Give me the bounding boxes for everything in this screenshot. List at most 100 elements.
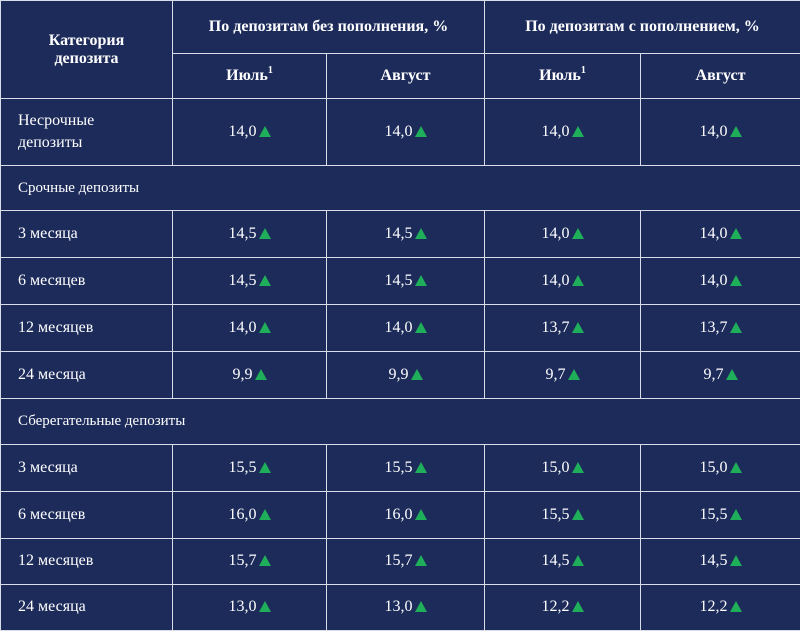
group-header-with-topup: По депозитам с пополнением, % <box>484 0 800 54</box>
col-header-july: Июль1 <box>484 53 641 99</box>
up-arrow-icon <box>258 601 271 613</box>
up-arrow-icon <box>414 275 427 287</box>
rate-cell: 14,0 <box>484 257 641 306</box>
rate-cell: 14,0 <box>172 304 327 353</box>
up-arrow-icon <box>571 228 584 240</box>
rate-cell: 12,2 <box>484 583 641 631</box>
rate-cell: 16,0 <box>172 490 327 539</box>
category-header: Категория депозита <box>0 0 173 99</box>
rate-value: 15,5 <box>228 458 257 476</box>
rate-value: 14,5 <box>228 272 257 290</box>
up-arrow-icon <box>571 508 584 520</box>
up-arrow-icon <box>254 368 267 380</box>
rate-value: 15,5 <box>541 505 570 523</box>
rate-value: 13,0 <box>228 598 257 616</box>
rate-cell: 9,7 <box>484 351 641 399</box>
up-arrow-icon <box>571 322 584 334</box>
up-arrow-icon <box>414 322 427 334</box>
section-label: Срочные депозиты <box>0 165 800 212</box>
rate-value: 12,2 <box>541 598 570 616</box>
rate-cell: 14,0 <box>484 210 641 259</box>
rate-cell: 14,5 <box>326 210 485 259</box>
table-row: 24 месяца 13,0 13,0 12,2 12,2 <box>0 583 800 631</box>
section-label: Сберегательные депозиты <box>0 397 800 445</box>
up-arrow-icon <box>571 555 584 567</box>
table-row: 3 месяца 14,5 14,5 14,0 14,0 <box>0 210 800 259</box>
rate-cell: 15,5 <box>640 490 800 539</box>
table-row: 6 месяцев 14,5 14,5 14,0 14,0 <box>0 257 800 306</box>
row-label: 24 месяца <box>0 583 173 631</box>
rate-value: 9,9 <box>388 365 409 383</box>
rate-cell: 14,0 <box>640 257 800 306</box>
rate-cell: 15,7 <box>172 537 327 585</box>
up-arrow-icon <box>414 555 427 567</box>
rate-value: 14,0 <box>699 123 728 141</box>
up-arrow-icon <box>414 461 427 473</box>
rate-cell: 15,0 <box>484 443 641 492</box>
up-arrow-icon <box>725 368 738 380</box>
table-row: 12 месяцев 15,7 15,7 14,5 14,5 <box>0 537 800 585</box>
rate-cell: 14,5 <box>640 537 800 585</box>
rate-cell: 14,0 <box>484 97 641 167</box>
rate-cell: 14,0 <box>172 97 327 167</box>
up-arrow-icon <box>258 461 271 473</box>
rate-value: 14,0 <box>541 225 570 243</box>
rate-cell: 14,0 <box>326 97 485 167</box>
row-label: 6 месяцев <box>0 257 173 306</box>
rate-value: 15,5 <box>384 458 413 476</box>
rate-value: 9,7 <box>703 365 724 383</box>
rate-value: 14,5 <box>384 225 413 243</box>
rate-value: 13,0 <box>384 598 413 616</box>
rate-cell: 14,5 <box>326 257 485 306</box>
group-header-no-topup: По депозитам без пополнения, % <box>172 0 485 54</box>
table-row: 6 месяцев 16,0 16,0 15,5 15,5 <box>0 490 800 539</box>
rate-value: 13,7 <box>699 319 728 337</box>
rate-cell: 12,2 <box>640 583 800 631</box>
row-label: 12 месяцев <box>0 304 173 353</box>
up-arrow-icon <box>571 461 584 473</box>
up-arrow-icon <box>414 126 427 138</box>
rate-value: 14,0 <box>228 123 257 141</box>
up-arrow-icon <box>258 555 271 567</box>
rate-cell: 13,7 <box>484 304 641 353</box>
rate-cell: 14,5 <box>172 257 327 306</box>
rate-value: 9,9 <box>232 365 253 383</box>
col-header-august: Август <box>326 53 485 99</box>
up-arrow-icon <box>414 508 427 520</box>
row-label: 6 месяцев <box>0 490 173 539</box>
section-row: Срочные депозиты <box>0 165 800 212</box>
up-arrow-icon <box>571 275 584 287</box>
rate-cell: 9,9 <box>172 351 327 399</box>
rate-value: 16,0 <box>228 505 257 523</box>
rate-cell: 9,7 <box>640 351 800 399</box>
row-label: 3 месяца <box>0 443 173 492</box>
up-arrow-icon <box>258 126 271 138</box>
up-arrow-icon <box>571 601 584 613</box>
rate-cell: 14,0 <box>326 304 485 353</box>
rate-cell: 13,0 <box>172 583 327 631</box>
table-row: 24 месяца 9,9 9,9 9,7 9,7 <box>0 351 800 399</box>
rate-cell: 13,7 <box>640 304 800 353</box>
up-arrow-icon <box>729 322 742 334</box>
rate-value: 14,5 <box>699 552 728 570</box>
up-arrow-icon <box>729 601 742 613</box>
up-arrow-icon <box>414 228 427 240</box>
rate-cell: 15,7 <box>326 537 485 585</box>
up-arrow-icon <box>729 228 742 240</box>
rate-value: 14,0 <box>384 123 413 141</box>
rate-cell: 15,5 <box>484 490 641 539</box>
table-row: 3 месяца 15,5 15,5 15,0 15,0 <box>0 443 800 492</box>
rate-value: 16,0 <box>384 505 413 523</box>
rate-value: 14,5 <box>541 552 570 570</box>
rate-value: 13,7 <box>541 319 570 337</box>
rate-cell: 14,0 <box>640 97 800 167</box>
up-arrow-icon <box>258 228 271 240</box>
rate-value: 15,5 <box>699 505 728 523</box>
up-arrow-icon <box>410 368 423 380</box>
up-arrow-icon <box>729 555 742 567</box>
rate-value: 14,0 <box>699 272 728 290</box>
row-label: 24 месяца <box>0 351 173 399</box>
up-arrow-icon <box>571 126 584 138</box>
rate-value: 15,7 <box>228 552 257 570</box>
